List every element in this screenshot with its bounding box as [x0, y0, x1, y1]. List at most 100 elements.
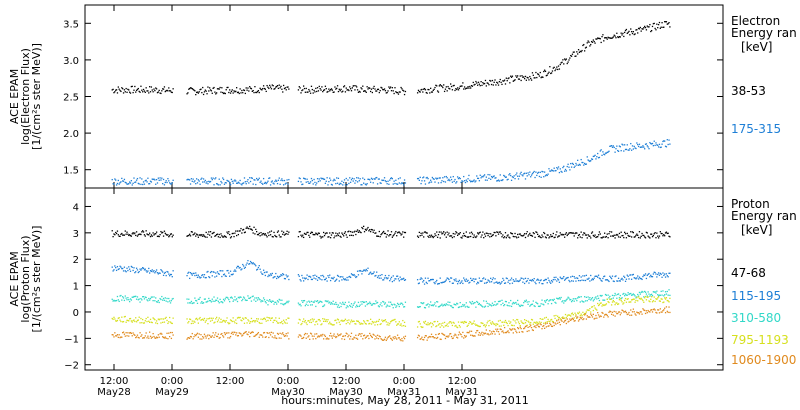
data-point: [519, 279, 521, 281]
data-point: [506, 331, 508, 333]
data-point: [577, 312, 579, 314]
data-point: [136, 296, 139, 298]
data-point: [205, 337, 207, 339]
data-point: [618, 299, 621, 301]
data-point: [426, 304, 428, 306]
data-point: [205, 90, 207, 92]
data-point: [496, 231, 498, 233]
data-point: [257, 233, 260, 236]
data-point: [257, 89, 260, 92]
data-point: [323, 304, 326, 306]
data-point: [439, 177, 441, 179]
data-point: [168, 321, 170, 323]
data-point: [644, 237, 647, 239]
data-point: [546, 322, 548, 324]
data-point: [134, 181, 136, 184]
data-point: [129, 182, 132, 184]
data-point: [403, 93, 406, 96]
data-point: [597, 297, 600, 299]
data-point: [578, 318, 581, 321]
data-point: [267, 332, 269, 334]
data-point: [197, 236, 200, 238]
data-point: [589, 235, 591, 237]
data-point: [487, 234, 489, 237]
data-point: [617, 280, 619, 282]
data-point: [531, 278, 534, 281]
data-point: [534, 77, 536, 79]
data-point: [253, 179, 255, 181]
data-point: [539, 236, 541, 238]
data-point: [645, 293, 648, 295]
data-point: [159, 318, 161, 320]
data-point: [504, 319, 507, 322]
y-tick-label: 3: [73, 229, 79, 240]
data-point: [654, 309, 656, 311]
data-point: [147, 90, 149, 92]
data-point: [577, 159, 579, 162]
data-point: [135, 317, 137, 319]
data-point: [533, 321, 535, 324]
data-point: [419, 91, 421, 93]
data-point: [645, 299, 648, 301]
data-point: [567, 321, 569, 323]
data-point: [311, 335, 313, 337]
data-point: [635, 147, 637, 150]
data-point: [491, 302, 494, 304]
data-point: [268, 87, 270, 90]
data-point: [270, 88, 273, 90]
data-point: [588, 277, 590, 279]
data-point: [337, 304, 340, 306]
data-point: [463, 232, 465, 235]
data-point: [373, 303, 375, 305]
data-point: [229, 335, 232, 338]
data-point: [284, 335, 287, 337]
data-point: [349, 321, 352, 323]
data-point: [529, 279, 531, 281]
data-point: [366, 86, 368, 88]
data-point: [644, 274, 646, 277]
data-point: [170, 91, 173, 93]
data-point: [617, 303, 620, 305]
data-point: [197, 179, 200, 181]
data-point: [550, 279, 553, 282]
data-point: [323, 178, 326, 181]
data-point: [576, 299, 578, 302]
data-point: [286, 335, 288, 337]
data-point: [223, 183, 226, 185]
data-point: [345, 307, 347, 309]
data-point: [202, 178, 205, 180]
data-point: [244, 92, 246, 95]
data-point: [341, 279, 343, 281]
data-point: [633, 33, 635, 36]
data-point: [491, 333, 494, 335]
data-point: [113, 233, 115, 235]
data-point: [304, 233, 307, 235]
data-point: [595, 296, 597, 298]
data-point: [392, 307, 394, 309]
data-point: [229, 297, 232, 299]
data-point: [251, 229, 253, 231]
data-point: [630, 299, 633, 301]
data-point: [247, 227, 249, 229]
data-point: [583, 43, 585, 46]
data-point: [578, 275, 581, 277]
data-point: [655, 29, 657, 31]
data-point: [111, 178, 113, 181]
data-point: [444, 337, 447, 340]
data-point: [493, 330, 495, 333]
data-point: [133, 89, 135, 91]
data-point: [343, 235, 345, 237]
data-point: [637, 143, 639, 146]
data-point: [485, 300, 487, 302]
data-point: [625, 312, 628, 314]
data-point: [150, 234, 153, 236]
data-point: [510, 179, 513, 181]
data-point: [314, 233, 316, 236]
data-point: [312, 183, 314, 185]
data-point: [307, 336, 309, 338]
data-point: [396, 302, 399, 305]
data-point: [297, 302, 300, 304]
data-point: [151, 296, 153, 298]
data-point: [598, 156, 601, 159]
data-point: [384, 302, 387, 304]
